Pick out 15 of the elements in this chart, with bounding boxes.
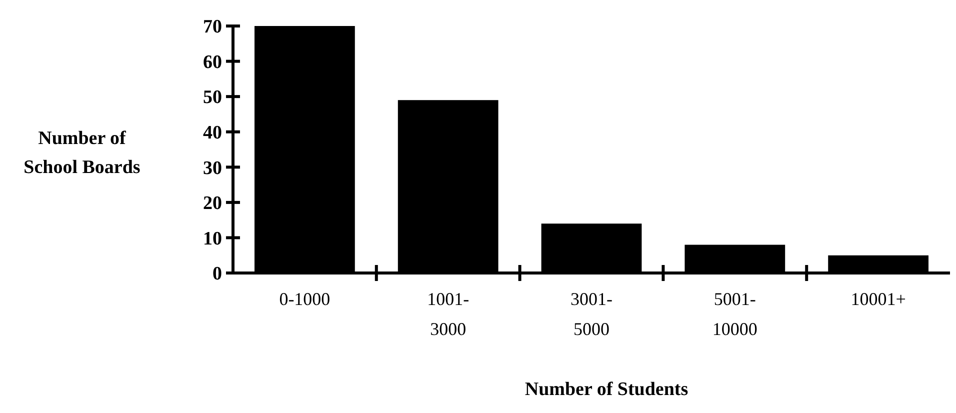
y-tick-label: 70 [203, 16, 222, 38]
y-tick-label: 20 [203, 193, 222, 214]
y-tick-label: 10 [203, 228, 222, 250]
y-tick-label: 50 [203, 87, 222, 108]
x-tick-label: 3001- 5000 [570, 289, 612, 339]
x-axis-title: Number of Students [524, 379, 688, 400]
y-tick-label: 30 [203, 158, 222, 179]
y-tick-label: 0 [212, 264, 222, 285]
x-tick-label: 0-1000 [279, 289, 330, 309]
x-tick-label: 10001+ [850, 289, 906, 309]
y-tick-label: 60 [203, 52, 222, 73]
x-tick-label: 5001- 10000 [712, 289, 758, 339]
y-tick-label: 40 [203, 122, 222, 144]
x-tick-label: 1001- 3000 [427, 289, 470, 339]
y-axis-title: Number of School Boards [24, 128, 140, 178]
